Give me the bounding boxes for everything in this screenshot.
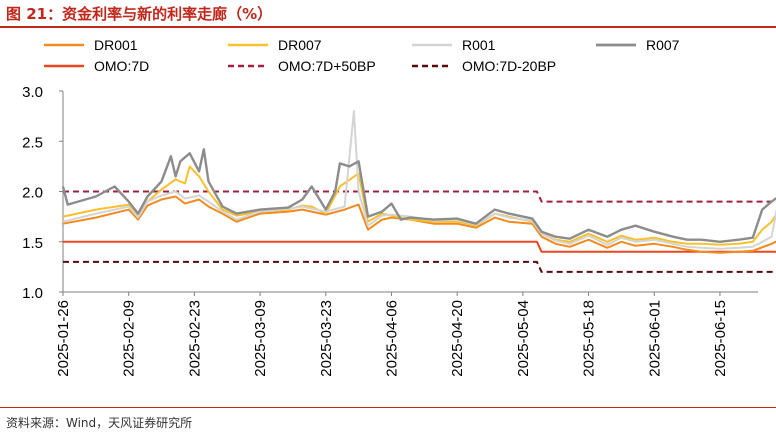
series-line-dr007 [62, 165, 776, 246]
x-tick-label: 2025-02-23 [186, 300, 203, 377]
legend-label: DR007 [278, 37, 322, 53]
x-tick-label: 2025-05-18 [581, 300, 598, 377]
legend-label: R007 [646, 37, 680, 53]
legend-label: R001 [462, 37, 496, 53]
legend-label: DR001 [94, 37, 138, 53]
series-line-omo-7d [63, 240, 776, 253]
legend-label: OMO:7D+50BP [278, 58, 376, 74]
x-tick-label: 2025-05-04 [515, 300, 532, 377]
x-tick-label: 2025-04-06 [383, 300, 400, 377]
chart-series [61, 110, 776, 273]
x-tick-label: 2025-03-09 [252, 300, 269, 377]
y-tick-label: 2.5 [22, 134, 43, 151]
legend-label: OMO:7D-20BP [462, 58, 556, 74]
y-tick-label: 1.0 [22, 285, 43, 302]
x-tick-label: 2025-03-23 [318, 300, 335, 377]
figure-title: 图 21：资金利率与新的利率走廊（%） [6, 5, 273, 23]
x-tick-label: 2025-01-26 [55, 300, 72, 377]
y-tick-label: 1.5 [22, 235, 43, 252]
x-tick-label: 2025-04-20 [449, 300, 466, 377]
bottom-rule [0, 407, 776, 408]
y-tick-label: 2.0 [22, 185, 43, 202]
x-tick-label: 2025-06-01 [646, 300, 663, 377]
legend-label: OMO:7D [94, 58, 149, 74]
series-line-r001 [62, 110, 776, 250]
chart-legend: DR001 DR007 R001 R007 OMO:7D OMO:7D+50BP OMO:7… [44, 37, 680, 74]
y-tick-label: 3.0 [22, 84, 43, 101]
series-line-r007 [61, 148, 776, 243]
top-rule [0, 26, 776, 28]
x-tick-label: 2025-02-09 [121, 300, 138, 377]
series-line-omo-7d-20bp [63, 260, 776, 273]
x-tick-label: 2025-06-15 [712, 300, 729, 377]
chart-axes: 3.0 2.5 2.0 1.5 1.0 2025-01-26 2025-02-09 2025-… [22, 84, 758, 377]
source-note: 资料来源：Wind，天风证券研究所 [6, 416, 193, 430]
series-line-dr001 [62, 195, 776, 254]
